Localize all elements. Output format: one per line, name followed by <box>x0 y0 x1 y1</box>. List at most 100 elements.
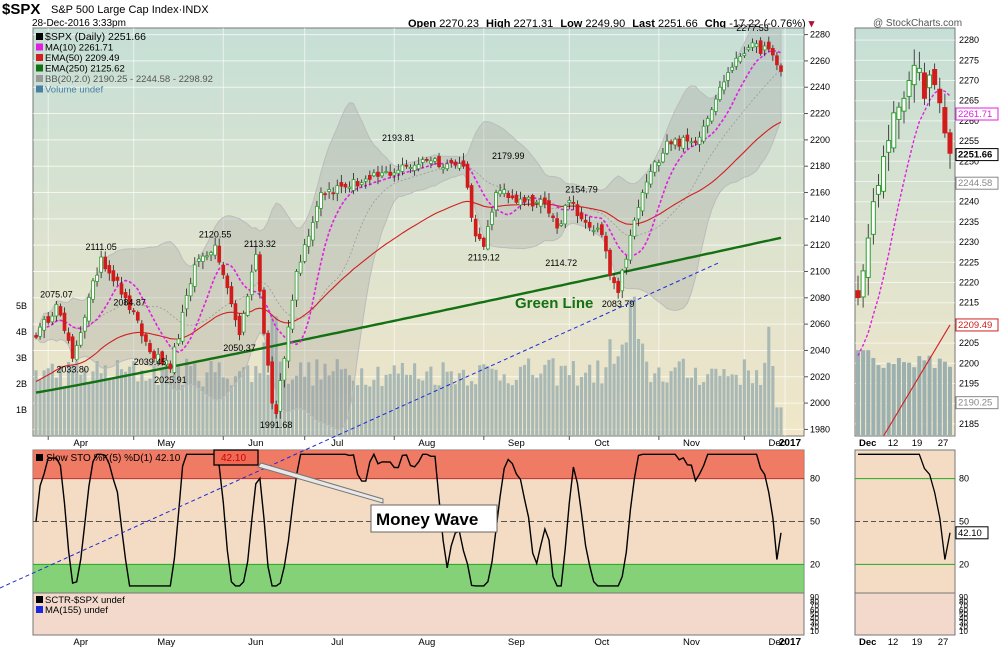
inset-axis-label: 2220 <box>959 277 979 287</box>
candle-down <box>449 159 454 163</box>
volume-bar <box>645 361 649 436</box>
candle-up <box>518 198 523 206</box>
volume-bar <box>518 366 523 436</box>
price-callout: 2083.79 <box>602 299 635 309</box>
volume-bar <box>152 365 156 436</box>
sto-axis-label: 80 <box>810 474 820 484</box>
volume-bar <box>307 362 311 436</box>
inset-candle-up <box>860 270 866 298</box>
candle-down <box>168 363 173 370</box>
volume-bar <box>99 373 103 436</box>
candle-down <box>510 195 515 199</box>
volume-bar <box>136 381 140 436</box>
inset-candle-down <box>855 290 861 299</box>
x-axis-label: Jun <box>248 637 263 648</box>
volume-bar <box>54 377 58 436</box>
candle-up <box>762 45 767 51</box>
volume-bar <box>148 378 152 436</box>
inset-candle-up <box>881 156 887 192</box>
volume-bar <box>50 363 54 436</box>
trend-line <box>0 261 721 589</box>
candle-up <box>91 280 95 300</box>
inset-axis-label: 2280 <box>959 35 979 45</box>
exchange: INDX <box>182 4 209 16</box>
candle-up <box>652 161 657 173</box>
volume-bar <box>527 358 531 436</box>
volume-bar <box>197 380 201 436</box>
inset-candlesticks <box>855 49 953 308</box>
volume-bar <box>164 361 168 436</box>
candle-up <box>311 222 315 241</box>
candle-up <box>172 346 177 373</box>
candle-up <box>372 172 376 177</box>
volume-bar <box>421 380 425 436</box>
volume-bar <box>571 361 575 436</box>
candle-down <box>107 265 112 274</box>
volume-bar <box>213 372 217 436</box>
sctr-legend-entry: MA(155) undef <box>45 605 108 616</box>
volume-bar <box>360 368 364 436</box>
volume-bar <box>400 362 404 436</box>
candle-down <box>587 222 592 228</box>
inset-candle-up <box>901 97 907 112</box>
volume-bar <box>449 371 453 436</box>
candle-down <box>453 161 458 166</box>
legend-swatch <box>36 85 43 93</box>
candle-up <box>538 198 543 207</box>
inset-volume-bar <box>942 361 947 436</box>
candle-up <box>591 230 596 232</box>
candle-up <box>294 271 299 301</box>
candle-up <box>746 47 751 51</box>
candle-down <box>376 171 380 177</box>
inset-volume-bar <box>922 360 927 436</box>
volume-bar <box>392 365 396 436</box>
volume-bar <box>413 363 417 436</box>
volume-bar <box>689 377 693 436</box>
volume-bar <box>388 373 392 436</box>
volume-axis-label: 1B <box>16 405 27 415</box>
candle-up <box>184 295 189 310</box>
inset-volume-bar <box>932 367 937 436</box>
volume-bar <box>335 359 339 436</box>
candle-up <box>718 86 722 101</box>
candle-down <box>771 48 775 56</box>
sto-value-box <box>213 449 259 466</box>
candle-down <box>555 218 559 229</box>
inset-moving-averages <box>857 88 951 436</box>
volume-bar <box>34 370 38 436</box>
volume-bar <box>217 362 221 436</box>
ohlc-bar: Open 2270.23 High 2271.31 Low 2249.90 La… <box>408 17 814 30</box>
inset-axis-label: 2255 <box>959 136 979 146</box>
volume-bar <box>384 374 388 436</box>
candle-up <box>441 167 445 170</box>
volume-bar <box>649 382 653 436</box>
candle-up <box>416 164 421 170</box>
candle-up <box>87 296 91 322</box>
volume-bar <box>734 374 738 436</box>
inset-sctr-axis-label: 70 <box>959 602 968 611</box>
inset-candle-down <box>947 132 953 154</box>
inset-volume-bar <box>881 367 886 436</box>
volume-axis-label: 4B <box>16 327 27 337</box>
volume-bar <box>592 382 596 436</box>
candle-up <box>490 211 494 225</box>
volume-bar <box>779 407 783 436</box>
volume-bar <box>75 361 79 436</box>
inset-sctr-panel <box>854 592 956 636</box>
ema250-line <box>35 236 782 394</box>
inset-x-axis-label: 12 <box>888 438 899 449</box>
price-axis-label: 2260 <box>810 56 830 66</box>
candle-down <box>693 140 698 143</box>
inset-x-axis-label: 19 <box>912 438 923 449</box>
x-axis-label: Nov <box>683 438 700 449</box>
inset-price-flag <box>955 107 999 121</box>
inset-sctr-axis-label: 20 <box>959 623 968 632</box>
inset-sto-flag <box>955 526 989 540</box>
volume-bar <box>539 373 543 436</box>
volume-bar <box>453 384 457 436</box>
volume-bar <box>404 374 409 436</box>
price-callout: 2119.12 <box>468 252 500 262</box>
inset-candle-down <box>942 107 948 134</box>
candle-down <box>217 245 222 263</box>
volume-bar <box>181 385 185 436</box>
